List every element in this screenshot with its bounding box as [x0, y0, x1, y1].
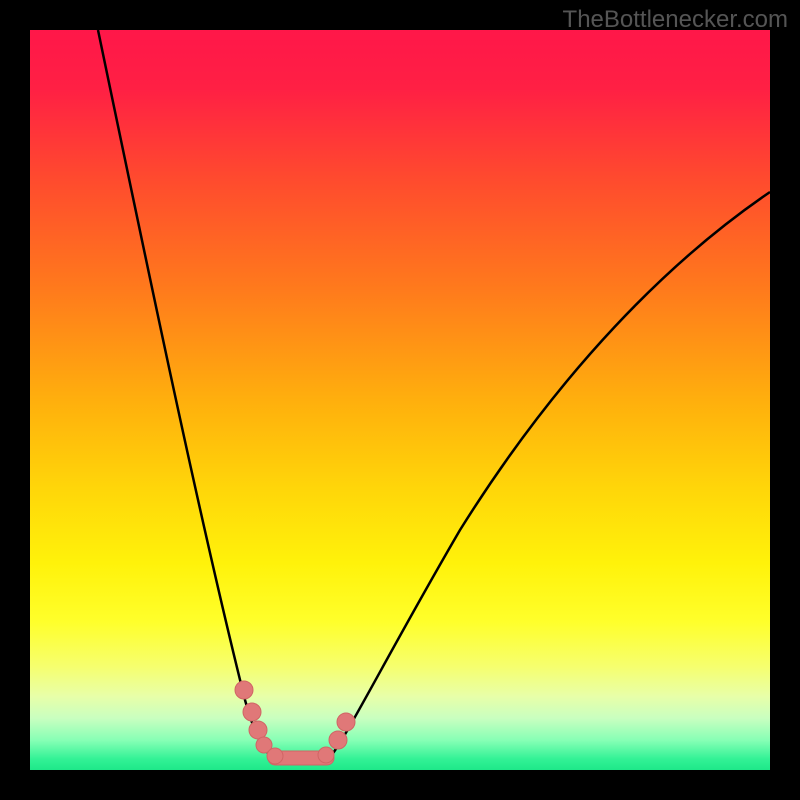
marker-dot	[318, 747, 334, 763]
chart-container: TheBottlenecker.com	[0, 0, 800, 800]
watermark-text: TheBottlenecker.com	[563, 6, 788, 34]
marker-dot	[329, 731, 347, 749]
chart-svg	[0, 0, 800, 800]
marker-dot	[267, 748, 283, 764]
plot-background	[30, 30, 770, 770]
marker-dot	[249, 721, 267, 739]
marker-dot	[235, 681, 253, 699]
marker-dot	[337, 713, 355, 731]
marker-dot	[243, 703, 261, 721]
